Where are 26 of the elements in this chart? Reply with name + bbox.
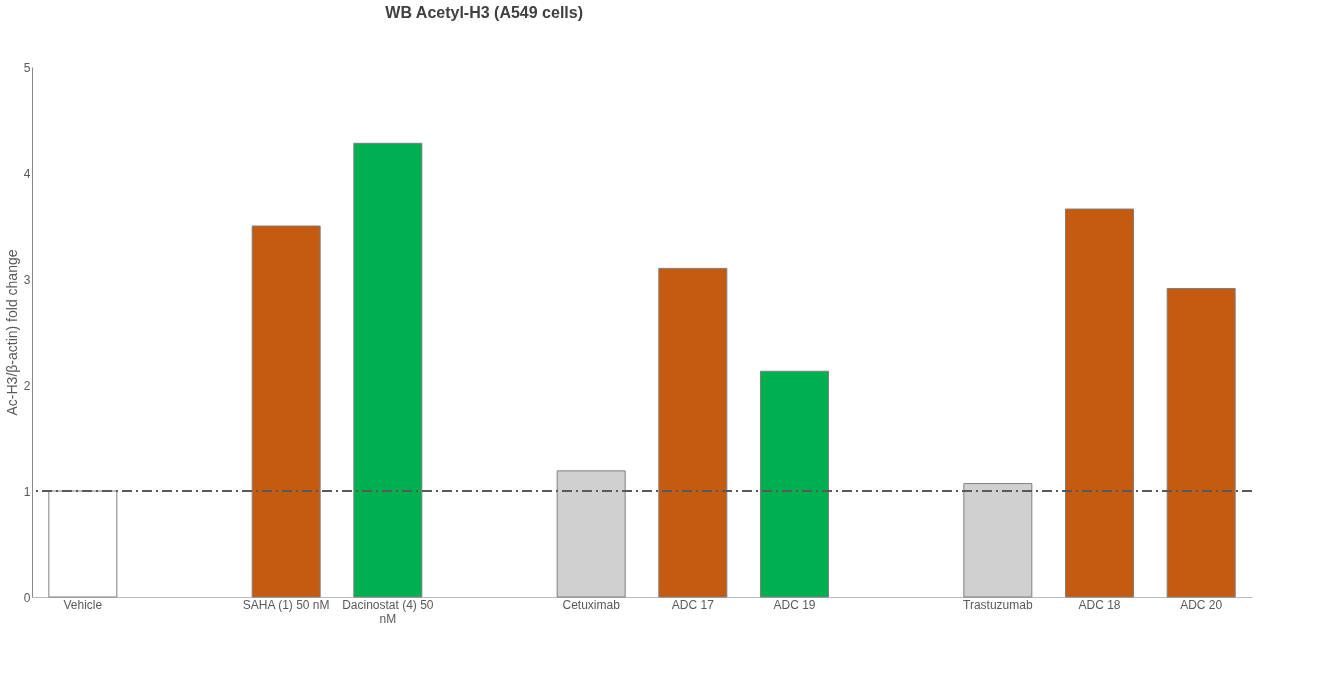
y-tick-label: 4 [23,166,31,181]
y-axis-title: Ac-H3/β-actin) fold change [3,249,20,416]
y-tick-label: 1 [23,484,31,499]
x-tick-label: Trastuzumab [963,597,1033,612]
x-tick-label: ADC 18 [1078,597,1121,612]
bar [556,470,626,598]
bar [760,370,829,598]
y-tick-label: 2 [23,378,31,393]
bar [658,267,728,598]
bar [353,142,423,598]
y-tick-label: 0 [23,590,31,605]
bar [1166,288,1236,598]
bar [48,490,118,598]
bar [1065,208,1134,598]
bar [963,483,1033,598]
x-tick-label: Cetuximab [562,597,621,612]
x-tick-label: Dacinostat (4) 50 nM [342,597,434,626]
x-tick-label: Vehicle [63,597,103,612]
y-tick-label: 3 [23,272,31,287]
x-tick-label: ADC 19 [773,597,816,612]
y-tick-label: 5 [23,60,31,75]
bar [251,225,321,598]
chart-title: WB Acetyl-H3 (A549 cells) [385,4,584,21]
x-tick-label: SAHA (1) 50 nM [242,597,330,612]
x-tick-label: ADC 20 [1180,597,1223,612]
x-tick-label: ADC 17 [671,597,715,612]
